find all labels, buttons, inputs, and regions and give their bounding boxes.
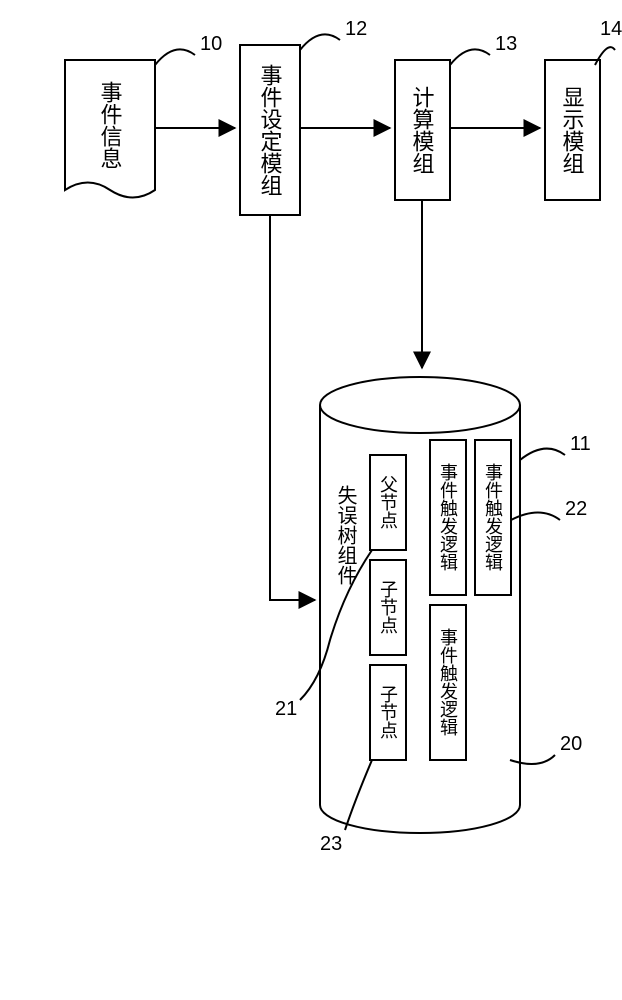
event-setting-callout: 12	[345, 18, 367, 40]
parent-node-label: 父节点	[378, 475, 398, 529]
compute-callout: 13	[495, 33, 517, 55]
logic-label-3: 事件触发逻辑	[438, 628, 458, 736]
child-node-label-2: 子节点	[378, 685, 398, 739]
compute-node: 计算模组 13	[395, 33, 517, 200]
diagram-canvas: 事件信息 10 事件设定模组 12 计算模组 13 显示模组 14	[0, 0, 622, 1000]
child-node-label-1: 子节点	[378, 580, 398, 634]
logic-label-1: 事件触发逻辑	[438, 463, 458, 571]
logic-box-3: 事件触发逻辑	[430, 605, 466, 760]
cylinder-callout-11: 11	[570, 433, 591, 455]
display-node: 显示模组 14	[545, 18, 622, 200]
logic-label-2: 事件触发逻辑	[483, 463, 503, 571]
fault-tree-cylinder: 失误树组件 父节点 子节点 子节点 事件触发逻辑 事件触发逻辑 事件触发逻辑	[275, 377, 591, 855]
parent-callout: 21	[275, 698, 297, 720]
logic-callout: 22	[565, 498, 587, 520]
display-callout: 14	[600, 18, 622, 40]
compute-label: 计算模组	[410, 86, 435, 174]
arrow-setting-to-cylinder	[270, 215, 315, 600]
logic-box-2: 事件触发逻辑	[475, 440, 511, 595]
event-setting-label: 事件设定模组	[258, 64, 283, 196]
event-info-label: 事件信息	[98, 81, 123, 169]
event-info-callout: 10	[200, 33, 222, 55]
child-node-box-1: 子节点	[370, 560, 406, 655]
cylinder-callout-20: 20	[560, 733, 582, 755]
child-node-box-2: 子节点	[370, 665, 406, 760]
child-callout: 23	[320, 833, 342, 855]
cylinder-title: 失误树组件	[334, 485, 357, 585]
parent-node-box: 父节点	[370, 455, 406, 550]
logic-box-1: 事件触发逻辑	[430, 440, 466, 595]
event-info-node: 事件信息 10	[65, 33, 222, 198]
display-label: 显示模组	[560, 86, 585, 174]
event-setting-node: 事件设定模组 12	[240, 18, 367, 215]
